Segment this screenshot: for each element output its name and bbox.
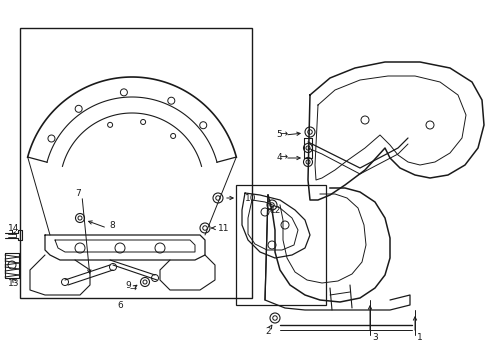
Text: 6: 6: [117, 301, 122, 310]
Text: 13: 13: [8, 279, 20, 288]
Text: 2: 2: [264, 327, 270, 336]
Bar: [20, 28, 251, 298]
Text: 1: 1: [416, 333, 422, 342]
Text: 11: 11: [218, 224, 229, 233]
Text: 7: 7: [75, 189, 81, 198]
Text: 5: 5: [276, 130, 282, 139]
Text: 12: 12: [269, 206, 281, 215]
Text: 3: 3: [371, 333, 377, 342]
Text: →: →: [129, 284, 136, 292]
Text: 14: 14: [8, 224, 20, 233]
Text: →: →: [279, 152, 287, 162]
Text: 8: 8: [109, 220, 115, 230]
Text: 10: 10: [244, 194, 256, 202]
Text: 9: 9: [125, 282, 131, 291]
Text: 4: 4: [276, 153, 282, 162]
Bar: [236, 185, 325, 305]
Text: →: →: [279, 129, 287, 139]
